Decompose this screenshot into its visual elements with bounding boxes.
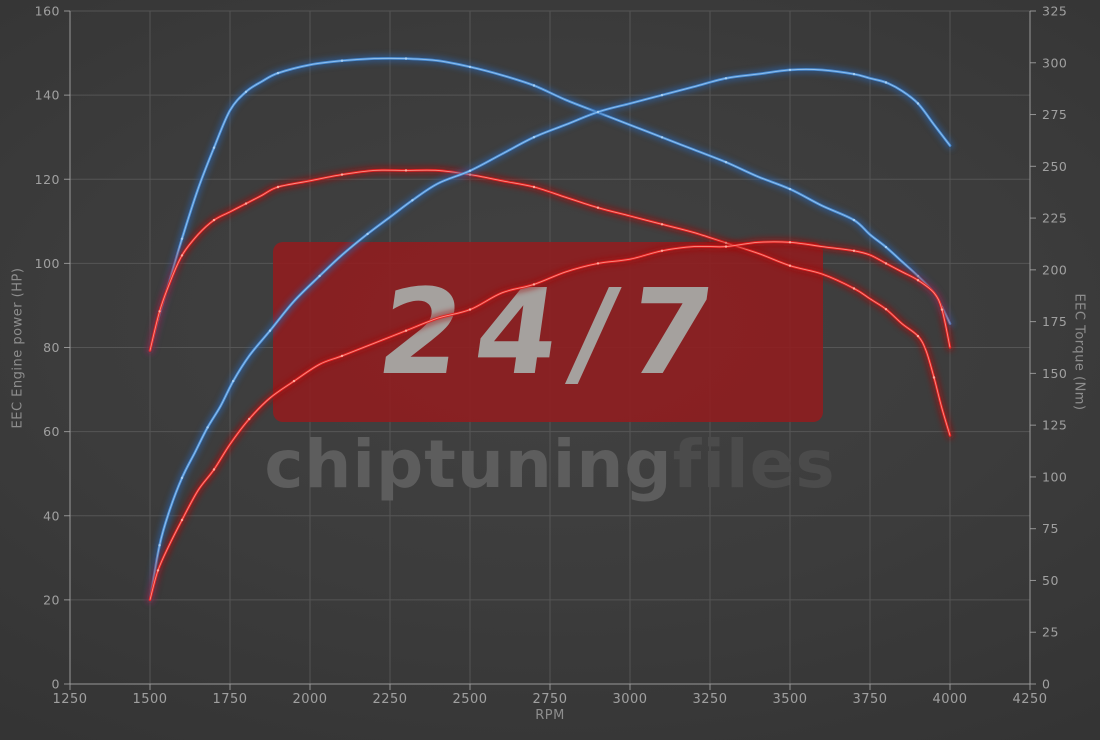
left-tick-label: 0: [52, 677, 60, 692]
x-tick-label: 2500: [452, 692, 487, 707]
left-tick-label: 40: [43, 508, 60, 523]
x-tick-label: 3750: [852, 692, 887, 707]
x-tick-label: 2000: [292, 692, 327, 707]
x-tick-label: 3000: [612, 692, 647, 707]
right-tick-label: 75: [1042, 521, 1059, 536]
left-tick-label: 100: [35, 256, 60, 271]
x-tick-label: 4250: [1012, 692, 1047, 707]
right-tick-label: 100: [1042, 469, 1067, 484]
x-tick-label: 3250: [692, 692, 727, 707]
x-tick-label: 1750: [212, 692, 247, 707]
right-tick-label: 50: [1042, 573, 1059, 588]
x-tick-label: 2750: [532, 692, 567, 707]
left-tick-label: 20: [43, 592, 60, 607]
left-tick-label: 140: [35, 88, 60, 103]
right-tick-label: 125: [1042, 418, 1067, 433]
y-axis-title-right: EEC Torque (Nm): [1071, 293, 1087, 411]
left-tick-label: 120: [35, 172, 60, 187]
x-axis-title: RPM: [535, 708, 565, 723]
right-tick-label: 200: [1042, 262, 1067, 277]
left-tick-label: 80: [43, 340, 60, 355]
right-tick-label: 250: [1042, 159, 1067, 174]
right-tick-label: 225: [1042, 211, 1067, 226]
right-tick-label: 25: [1042, 625, 1059, 640]
tick-marks: [64, 10, 1036, 690]
x-tick-label: 1500: [132, 692, 167, 707]
right-tick-label: 300: [1042, 55, 1067, 70]
right-tick-label: 325: [1042, 4, 1067, 19]
right-tick-label: 0: [1042, 677, 1050, 692]
watermark-badge-text: 24/7: [370, 263, 736, 401]
x-tick-label: 1250: [52, 692, 87, 707]
left-tick-label: 160: [35, 4, 60, 19]
watermark-brand-part2: files: [672, 426, 836, 503]
tick-labels: 0 20 40 60 80 100 120 140 160 0 25 50 75 100 125 150 175…: [35, 4, 1067, 708]
right-tick-label: 150: [1042, 366, 1067, 381]
x-tick-label: 2250: [372, 692, 407, 707]
right-tick-label: 275: [1042, 107, 1067, 122]
x-tick-label: 4000: [932, 692, 967, 707]
left-tick-label: 60: [43, 424, 60, 439]
y-axis-title-left: EEC Engine power (HP): [10, 267, 26, 429]
right-tick-label: 175: [1042, 314, 1067, 329]
watermark-brand: chiptuningfiles: [70, 426, 1030, 503]
watermark-brand-part1: chiptuning: [264, 426, 673, 503]
x-tick-label: 3500: [772, 692, 807, 707]
watermark-badge: 24/7: [273, 242, 823, 422]
